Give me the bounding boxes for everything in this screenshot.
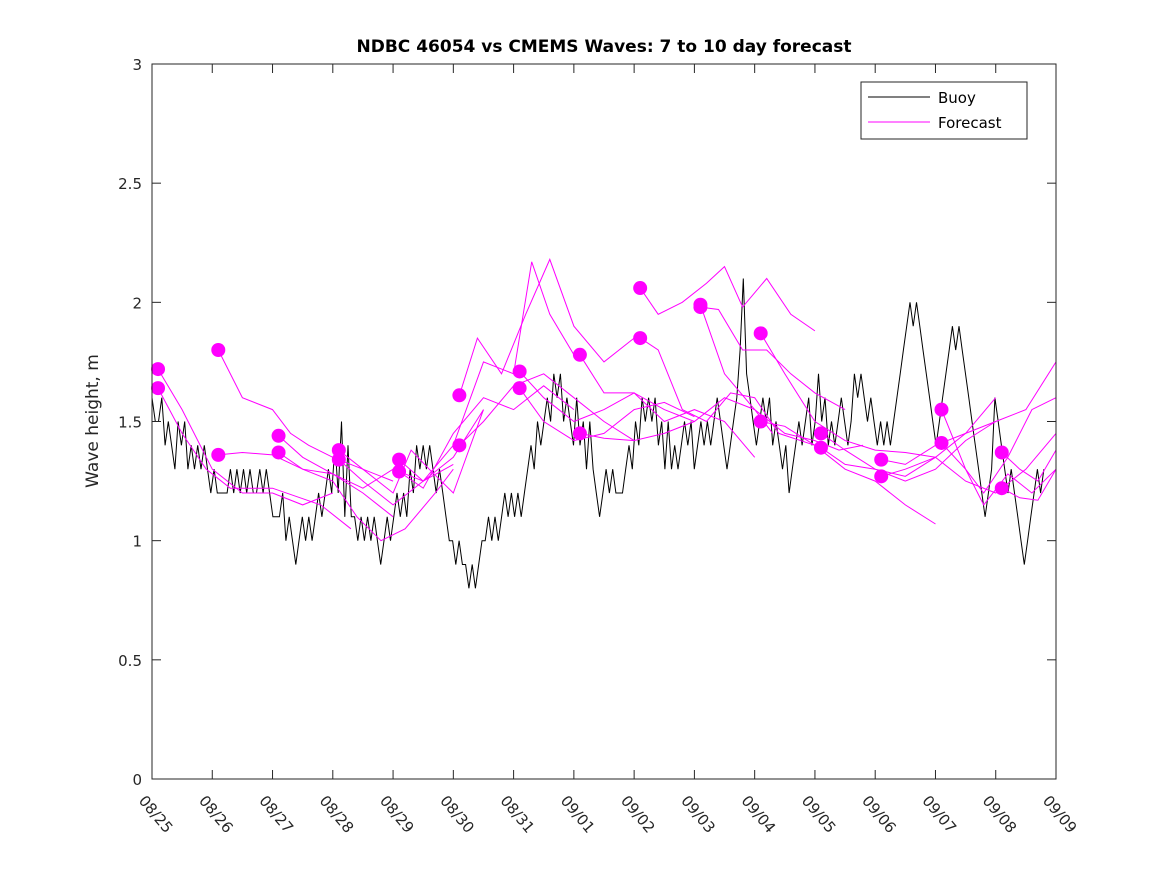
x-tick-label: 09/02 (617, 792, 659, 837)
y-tick-label: 2.5 (118, 175, 142, 193)
x-tick-label: 08/27 (255, 792, 297, 837)
y-axis: 0 0.5 1 1.5 2 2.5 3 (118, 56, 1056, 789)
forecast-line (881, 361, 1057, 465)
x-tick-label: 08/28 (316, 792, 358, 837)
forecast-start-marker (271, 445, 286, 460)
x-tick-label: 09/01 (557, 792, 599, 837)
forecast-line (639, 265, 816, 332)
forecast-line (699, 304, 864, 451)
y-axis-label: Wave height, m (83, 354, 103, 488)
x-tick-label: 09/08 (979, 792, 1021, 837)
forecast-line (941, 397, 1057, 494)
forecast-line (398, 385, 575, 489)
x-tick-label: 08/25 (135, 792, 177, 837)
y-tick-label: 1.5 (118, 414, 142, 432)
forecast-line (700, 306, 846, 411)
forecast-line (278, 452, 454, 542)
forecast-start-marker (572, 347, 587, 362)
forecast-start-marker (813, 426, 828, 441)
forecast-start-marker (331, 452, 346, 467)
x-tick-label: 08/29 (376, 792, 418, 837)
forecast-start-marker (633, 281, 648, 296)
x-tick-label: 09/09 (1039, 792, 1081, 837)
y-tick-label: 0.5 (118, 652, 142, 670)
forecast-start-marker (151, 381, 166, 396)
forecast-line (760, 333, 936, 458)
forecast-line (459, 373, 635, 446)
forecast-line (1001, 468, 1057, 501)
legend-box (860, 81, 1028, 140)
forecast-start-marker (994, 445, 1009, 460)
y-tick-label: 1 (132, 533, 142, 551)
forecast-start-marker (572, 426, 587, 441)
forecast-start-marker (874, 452, 889, 467)
x-tick-label: 08/31 (497, 792, 539, 837)
legend-label-forecast: Forecast (938, 114, 1002, 132)
forecast-start-marker (512, 364, 527, 379)
forecast-line (579, 354, 756, 458)
forecast-start-marker (271, 428, 286, 443)
forecast-line (519, 371, 695, 423)
forecast-line (458, 258, 635, 396)
x-tick-label: 09/04 (738, 792, 780, 837)
forecast-start-marker (452, 388, 467, 403)
x-tick-label: 09/03 (677, 792, 719, 837)
forecast-start-marker (512, 381, 527, 396)
forecast-start-marker (994, 481, 1009, 496)
forecast-line (519, 387, 695, 442)
forecast-line (157, 387, 352, 530)
y-tick-label: 0 (132, 771, 142, 789)
forecast-start-marker (813, 440, 828, 455)
forecast-line (639, 337, 816, 446)
legend-label-buoy: Buoy (938, 89, 976, 107)
plot-marks (151, 258, 1057, 589)
forecast-start-marker (392, 452, 407, 467)
forecast-line (1001, 449, 1057, 482)
forecast-start-marker (392, 464, 407, 479)
forecast-start-marker (934, 402, 949, 417)
y-tick-label: 2 (132, 294, 142, 312)
forecast-start-marker (693, 297, 708, 312)
chart-title: NDBC 46054 vs CMEMS Waves: 7 to 10 day f… (357, 37, 852, 57)
legend: Buoy Forecast (860, 81, 1028, 140)
x-tick-label: 08/26 (195, 792, 237, 837)
buoy-line (151, 278, 1045, 589)
x-tick-label: 09/06 (858, 792, 900, 837)
forecast-start-marker (753, 414, 768, 429)
x-tick-label: 09/07 (918, 792, 960, 837)
x-tick-label: 09/05 (798, 792, 840, 837)
forecast-line (820, 421, 996, 482)
forecast-start-marker (211, 447, 226, 462)
forecast-start-marker (934, 435, 949, 450)
forecast-start-marker (633, 331, 648, 346)
forecast-start-marker (874, 469, 889, 484)
forecast-line (157, 368, 333, 506)
forecast-start-marker (753, 326, 768, 341)
forecast-line (579, 397, 774, 442)
forecast-line (338, 409, 484, 494)
forecast-line (881, 433, 1057, 494)
forecast-start-marker (151, 362, 166, 377)
forecast-line (398, 261, 575, 482)
x-tick-label: 08/30 (436, 792, 478, 837)
y-tick-label: 3 (132, 56, 142, 74)
forecast-start-marker (211, 343, 226, 357)
forecast-line (217, 349, 394, 482)
forecast-start-marker (452, 438, 467, 453)
forecast-line (760, 421, 936, 525)
